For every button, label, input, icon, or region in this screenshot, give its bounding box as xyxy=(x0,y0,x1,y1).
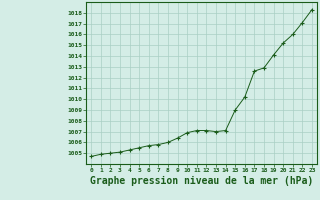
X-axis label: Graphe pression niveau de la mer (hPa): Graphe pression niveau de la mer (hPa) xyxy=(90,176,313,186)
